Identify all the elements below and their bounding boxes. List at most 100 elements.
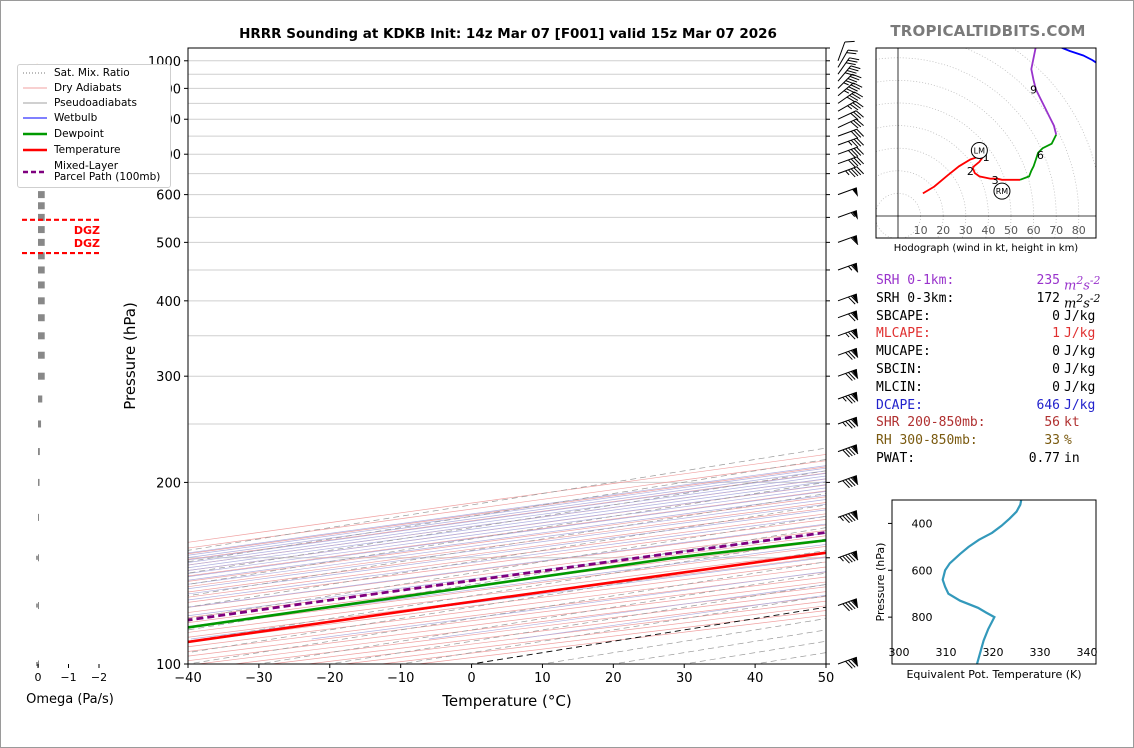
omega-bar xyxy=(38,297,45,305)
barb-staff xyxy=(837,416,857,425)
barb-full-flag xyxy=(850,446,859,455)
barb-pennant xyxy=(852,293,858,304)
param-row: SRH 0-3km: 172 m2s-2 xyxy=(876,290,1106,311)
barb-full-flag xyxy=(847,169,856,178)
param-row: MLCIN: 0 J/kg xyxy=(876,379,1106,397)
theta-e-y-tick-label: 600 xyxy=(912,564,933,577)
barb-full-flag xyxy=(853,157,862,166)
x-tick-label: 0 xyxy=(467,671,475,686)
barb-staff xyxy=(837,293,857,302)
barb-full-flag xyxy=(845,80,856,85)
hodograph-tick-label: 30 xyxy=(959,224,973,237)
param-label: RH 300-850mb: xyxy=(876,433,978,449)
barb-half-flag xyxy=(850,212,856,217)
x-tick-label: −40 xyxy=(174,671,201,686)
omega-bar xyxy=(38,513,39,521)
barb-pennant xyxy=(852,417,858,427)
legend-swatch-thin-red xyxy=(23,87,47,89)
hodograph-height-label: 6 xyxy=(1037,149,1044,162)
wind-barb xyxy=(837,57,860,75)
barb-full-flag xyxy=(845,514,853,523)
legend-item-parcel: Mixed-Layer Parcel Path (100mb) xyxy=(22,159,160,185)
hodograph-segment-0-1km xyxy=(922,152,987,195)
barb-full-flag xyxy=(850,168,859,177)
barb-staff xyxy=(837,41,846,61)
barb-pennant xyxy=(852,369,858,379)
hodograph-tick-label: 20 xyxy=(936,224,950,237)
param-value: 0 xyxy=(1052,344,1060,360)
y-tick-label: 200 xyxy=(156,476,181,491)
barb-full-flag xyxy=(855,110,864,118)
storm-motion-label: RM xyxy=(996,187,1009,196)
hodograph-trace-group: 12 3 6 9 LM RM xyxy=(922,48,1096,200)
wind-barb xyxy=(837,550,859,564)
barb-half-flag xyxy=(839,516,844,522)
barb-full-flag xyxy=(847,150,856,158)
barb-full-flag xyxy=(848,67,859,72)
dgz-label: DGZ xyxy=(74,224,100,237)
barb-full-flag xyxy=(847,659,856,668)
param-row: SRH 0-1km: 235 m2s-2 xyxy=(876,272,1106,293)
barb-full-flag xyxy=(847,447,856,456)
barb-full-flag xyxy=(850,658,859,667)
hodograph-caption: Hodograph (wind in kt, height in km) xyxy=(894,243,1079,254)
skewt-legend: Sat. Mix. Ratio Dry Adiabats Pseudoadiab… xyxy=(17,64,171,188)
barb-full-flag xyxy=(847,296,856,305)
omega-bar xyxy=(38,213,45,221)
storm-motion-marker xyxy=(993,182,1011,200)
wind-barb xyxy=(837,65,861,82)
param-label: MLCIN: xyxy=(876,379,923,395)
legend-label: Temperature xyxy=(54,143,121,156)
omega-bar xyxy=(38,372,45,380)
sounding-parameters-table: SRH 0-1km: 235 m2s-2 SRH 0-3km: 172 m2s-2 SBCA… xyxy=(876,272,1106,468)
theta-e-trace-group xyxy=(941,500,1023,664)
param-value: 1 xyxy=(1052,326,1060,342)
param-value: 56 xyxy=(1044,415,1060,431)
storm-motion-marker xyxy=(970,141,988,159)
barb-pennant xyxy=(852,550,858,561)
barb-staff xyxy=(837,49,849,68)
barb-full-flag xyxy=(847,78,858,83)
barb-staff xyxy=(837,510,857,518)
hodograph-border xyxy=(875,47,1097,239)
omega-x-tick-label: −1 xyxy=(60,671,76,684)
barb-full-flag xyxy=(845,395,853,404)
isotherm-line xyxy=(188,481,826,585)
barb-full-flag xyxy=(856,137,864,146)
barb-staff xyxy=(837,118,857,129)
barb-full-flag xyxy=(850,295,859,304)
wind-barb xyxy=(837,235,859,246)
barb-half-flag xyxy=(847,140,853,146)
barb-pennant xyxy=(852,348,858,358)
barb-full-flag xyxy=(853,129,862,138)
param-unit: J/kg xyxy=(1064,344,1096,360)
wind-barb xyxy=(837,310,859,322)
wind-barb xyxy=(837,510,859,524)
param-unit: J/kg xyxy=(1064,379,1096,395)
barb-full-flag xyxy=(845,62,856,66)
theta-e-x-tick-label: 310 xyxy=(936,646,957,659)
wind-barb xyxy=(837,444,859,458)
hodograph-tick-label: 80 xyxy=(1072,224,1086,237)
barb-staff xyxy=(837,110,857,120)
barb-full-flag xyxy=(848,86,858,92)
legend-item-pseudoadiabats: Pseudoadiabats xyxy=(22,96,137,110)
barb-staff xyxy=(837,328,857,337)
barb-staff xyxy=(837,91,855,104)
omega-bar xyxy=(38,202,45,210)
wind-barb xyxy=(837,166,864,178)
legend-swatch-green-thick xyxy=(23,132,47,136)
hodograph-segment-9km-plus xyxy=(1059,48,1096,64)
barb-full-flag xyxy=(847,419,856,428)
param-unit: % xyxy=(1064,433,1072,449)
barb-full-flag xyxy=(849,103,859,111)
barb-full-flag xyxy=(850,312,859,321)
barb-pennant xyxy=(852,210,858,220)
wind-barb xyxy=(837,328,859,340)
theta-e-y-tick-label: 400 xyxy=(912,517,933,530)
param-unit: m2s-2 xyxy=(1064,291,1101,312)
param-value: 646 xyxy=(1036,397,1060,413)
legend-swatch-dotted-green xyxy=(23,72,47,74)
barb-staff xyxy=(837,475,857,483)
barb-full-flag xyxy=(847,394,856,403)
